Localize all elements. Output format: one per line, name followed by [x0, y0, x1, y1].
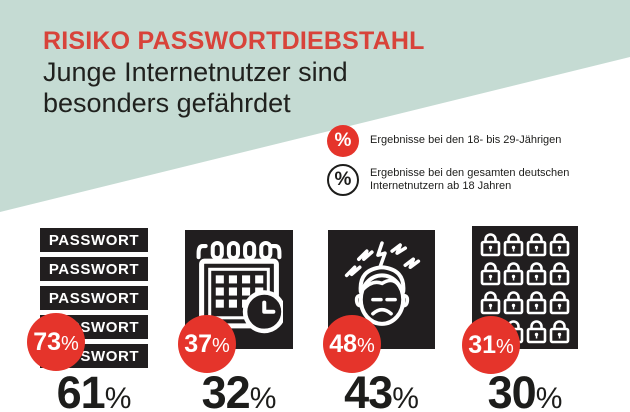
padlock-icon — [503, 232, 524, 256]
padlock-icon — [549, 261, 570, 285]
young-percentage-badge: 37% — [178, 315, 236, 373]
big-unit: % — [104, 382, 132, 412]
page-subtitle: Junge Internetnutzer sind besonders gefä… — [43, 57, 348, 119]
legend-label-young: Ergebnisse bei den 18- bis 29-Jährigen — [370, 134, 562, 147]
badge-value: 48 — [329, 330, 357, 358]
badge-value: 37 — [184, 330, 212, 358]
badge-unit: % — [61, 333, 79, 355]
legend-item-young: % Ergebnisse bei den 18- bis 29-Jährigen — [327, 125, 561, 157]
badge-unit: % — [496, 336, 514, 358]
padlock-icon — [549, 319, 570, 343]
big-value: 30 — [487, 367, 537, 412]
subtitle-line-2: besonders gefährdet — [43, 88, 291, 118]
all-users-percentage: 61% — [40, 370, 148, 412]
password-row: PASSWORT — [40, 286, 148, 310]
page-title: RISIKO PASSWORTDIEBSTAHL — [43, 27, 425, 55]
percent-outline-circle-icon: % — [327, 164, 359, 196]
padlock-icon — [526, 290, 547, 314]
percent-symbol: % — [334, 130, 352, 151]
password-row: PASSWORT — [40, 228, 148, 252]
calendar-clock-icon — [196, 241, 283, 334]
padlock-icon — [480, 290, 501, 314]
young-percentage-badge: 48% — [323, 315, 381, 373]
badge-unit: % — [357, 335, 375, 357]
all-users-percentage: 30% — [472, 370, 578, 412]
padlock-icon — [503, 290, 524, 314]
big-value: 61 — [56, 367, 106, 412]
legend-item-all: % Ergebnisse bei den gesamten deutschen … — [327, 164, 569, 196]
big-value: 32 — [201, 367, 251, 412]
padlock-icon — [549, 290, 570, 314]
legend-label-all: Ergebnisse bei den gesamten deutschen In… — [370, 166, 570, 193]
percent-symbol: % — [334, 169, 352, 190]
padlock-icon — [526, 319, 547, 343]
subtitle-line-1: Junge Internetnutzer sind — [43, 57, 348, 87]
all-users-percentage: 32% — [185, 370, 293, 412]
big-unit: % — [392, 382, 419, 412]
padlock-icon — [503, 261, 524, 285]
padlock-icon — [480, 232, 501, 256]
percent-filled-circle-icon: % — [327, 125, 359, 157]
young-percentage-badge: 31% — [462, 316, 520, 374]
badge-value: 73 — [33, 328, 61, 356]
big-unit: % — [535, 382, 563, 412]
padlock-icon — [526, 261, 547, 285]
password-row: PASSWORT — [40, 257, 148, 281]
all-users-percentage: 43% — [328, 370, 435, 412]
big-unit: % — [249, 382, 277, 412]
young-percentage-badge: 73% — [27, 313, 85, 371]
badge-unit: % — [212, 335, 230, 357]
padlock-icon — [526, 232, 547, 256]
stressed-head-lightning-icon — [344, 241, 420, 326]
badge-value: 31 — [468, 331, 496, 359]
big-value: 43 — [344, 367, 393, 412]
padlock-icon — [549, 232, 570, 256]
padlock-icon — [480, 261, 501, 285]
